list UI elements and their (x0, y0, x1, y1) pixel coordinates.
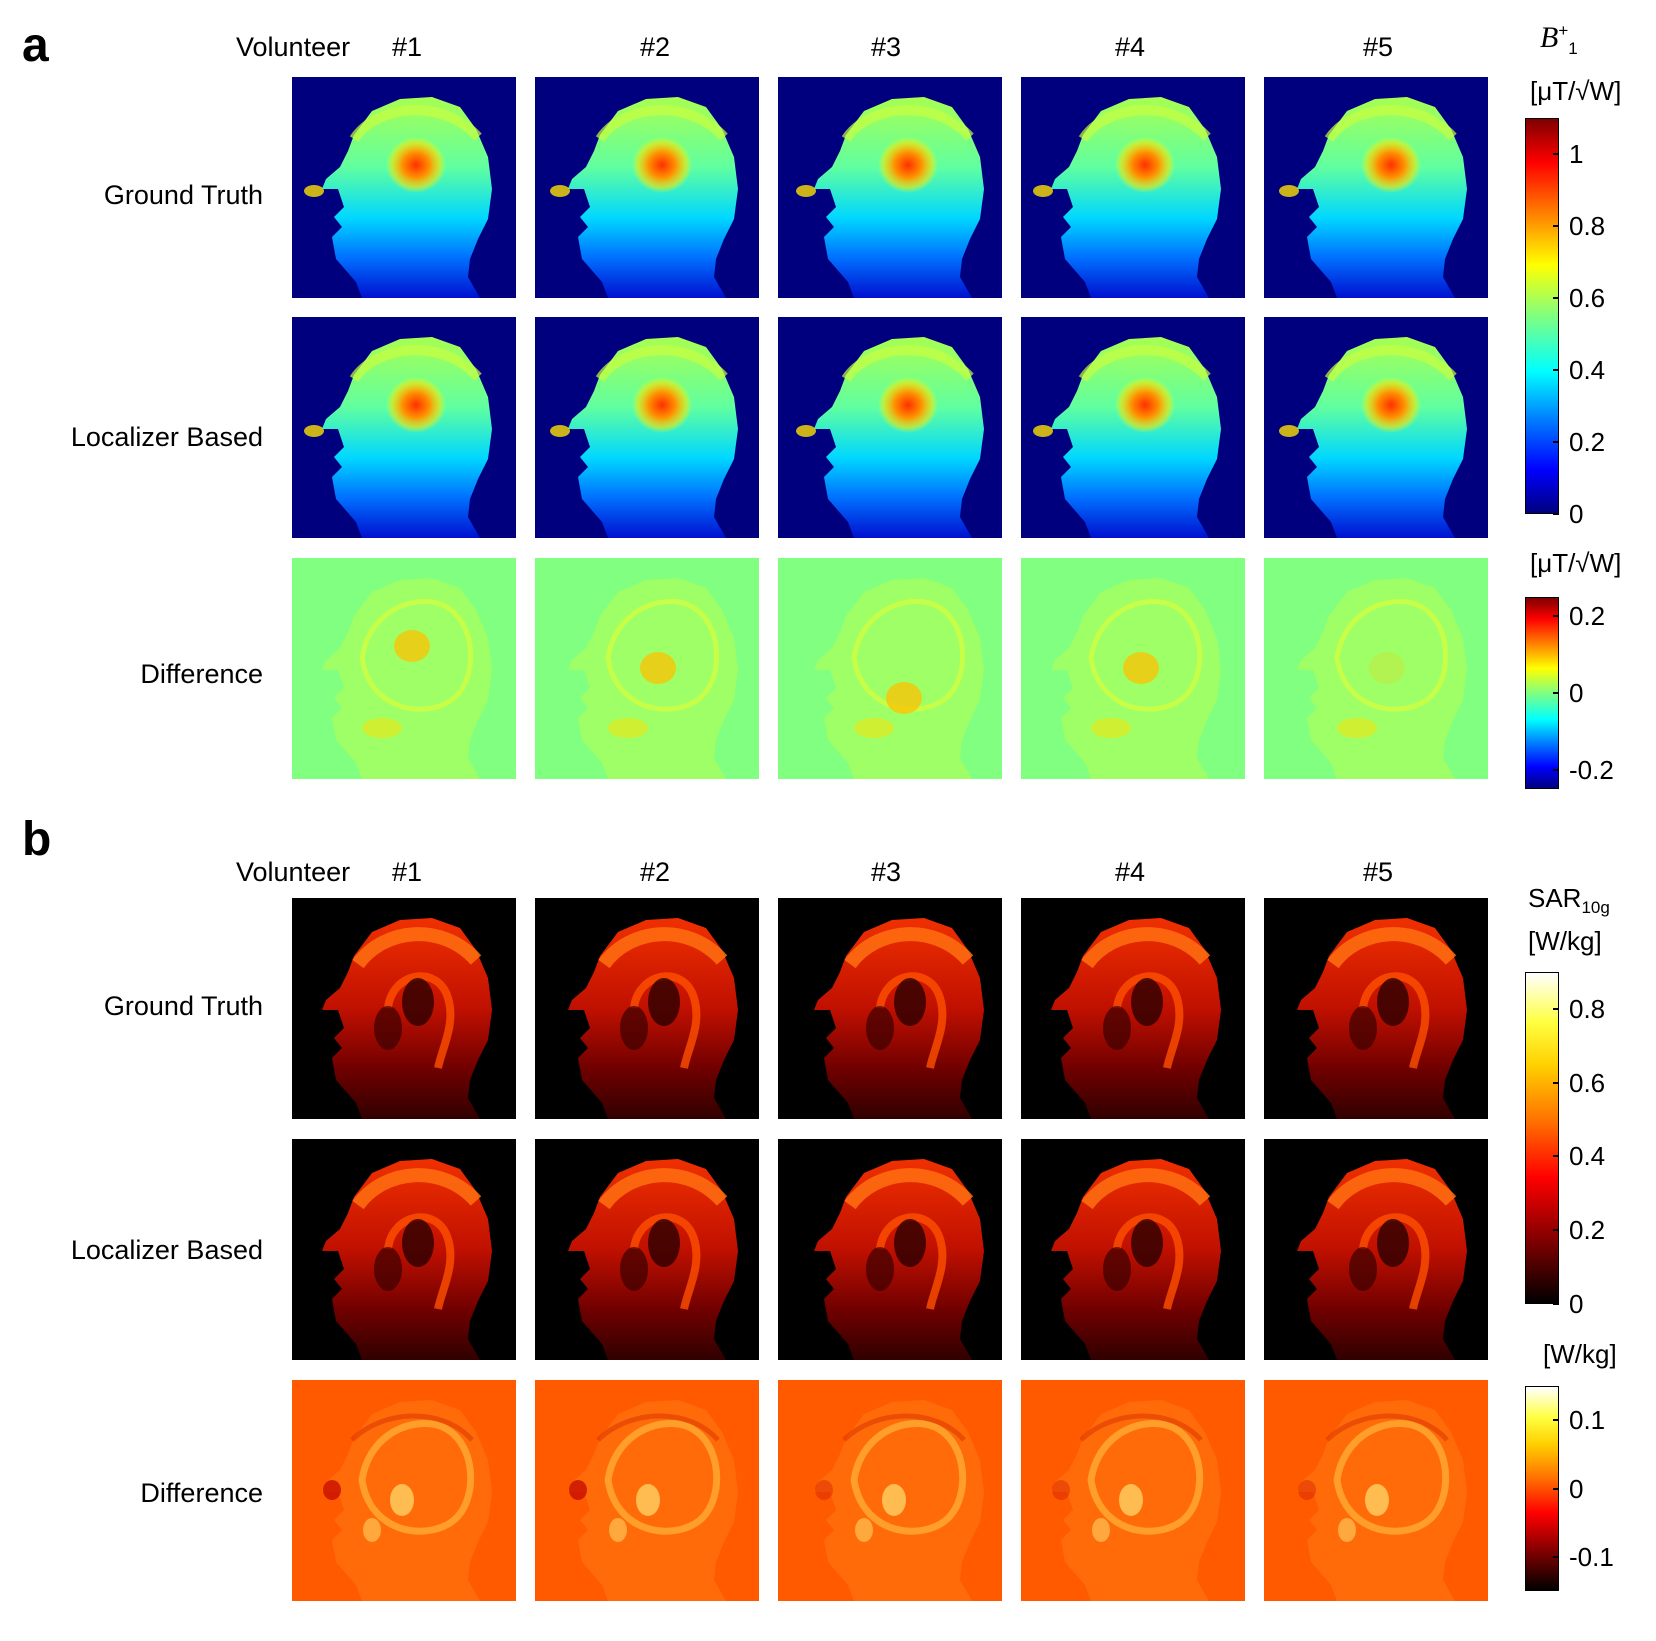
panel-a-row-ground-truth: Ground Truth (103, 180, 263, 210)
sar-ground-truth-volunteer-2-map (535, 898, 759, 1119)
panel-a-diff-colorbar-tick-label: 0 (1569, 678, 1584, 708)
panel-b-colorbar-tick-label: 0.6 (1569, 1067, 1606, 1098)
b1-ground-truth-volunteer-1-map (292, 77, 516, 298)
sar-difference-volunteer-5-map (1264, 1380, 1488, 1601)
panel-a-colorbar-tick-label: 0.4 (1569, 355, 1606, 385)
panel-a-diff-colorbar-tick-mark (1553, 768, 1559, 771)
panel-b-colorbar-main (1525, 972, 1559, 1304)
panel-a-diff-colorbar-tick-mark (1553, 615, 1559, 618)
panel-a-diff-colorbar-tick-label: 0.2 (1569, 601, 1606, 632)
b1-localizer-based-volunteer-3-map (778, 317, 1002, 538)
panel-b-colorbar-tick-label: 0.2 (1569, 1215, 1606, 1246)
panel-a-volunteer-1: #1 (392, 32, 423, 62)
b1-localizer-based-volunteer-2-map (535, 317, 759, 538)
sar-difference-volunteer-1-map (292, 1380, 516, 1601)
b1-difference-volunteer-5-map (1264, 558, 1488, 779)
panel-a-colorbar-tick-mark (1553, 153, 1559, 155)
b1-difference-volunteer-3-map (778, 558, 1002, 779)
panel-b-volunteer-4: #4 (1115, 857, 1146, 887)
sar-ground-truth-volunteer-1-map (292, 898, 516, 1119)
panel-b-row-localizer-based: Localizer Based (70, 1235, 263, 1265)
sar-ground-truth-volunteer-5-map (1264, 898, 1488, 1119)
panel-b-diff-colorbar-tick-label: -0.1 (1569, 1541, 1614, 1572)
panel-a-diff-colorbar-unit: [μT/√W] (1530, 548, 1622, 578)
panel-a-diff-colorbar-tick-label: -0.2 (1569, 754, 1614, 785)
panel-b-colorbar-tick-label: 0 (1569, 1289, 1584, 1319)
panel-a-colorbar-tick-mark (1553, 225, 1559, 227)
b1-localizer-based-volunteer-4-map (1021, 317, 1245, 538)
b1-localizer-based-volunteer-5-map (1264, 317, 1488, 538)
sar-localizer-based-volunteer-5-map (1264, 1139, 1488, 1360)
sar-difference-volunteer-4-map (1021, 1380, 1245, 1601)
panel-a-colorbar-tick-mark (1553, 513, 1559, 515)
panel-b-diff-colorbar-tick-label: 0 (1569, 1473, 1584, 1504)
panel-a-row-difference: Difference (140, 659, 263, 689)
panel-b-letter: b (22, 813, 52, 866)
panel-b-diff-colorbar-tick-label: 0.1 (1569, 1405, 1606, 1436)
sar-localizer-based-volunteer-1-map (292, 1139, 516, 1360)
panel-b-row-difference: Difference (140, 1478, 263, 1508)
panel-a-letter: a (22, 19, 49, 72)
panel-a-colorbar-main (1525, 118, 1559, 514)
b1-localizer-based-volunteer-1-map (292, 317, 516, 538)
sar-difference-volunteer-3-map (778, 1380, 1002, 1601)
b1-ground-truth-volunteer-4-map (1021, 77, 1245, 298)
b1-difference-volunteer-2-map (535, 558, 759, 779)
panel-b-row-ground-truth: Ground Truth (103, 991, 263, 1021)
panel-a-colorbar-tick-label: 0 (1569, 499, 1584, 529)
b1-difference-volunteer-4-map (1021, 558, 1245, 779)
panel-a-diff-colorbar-tick-mark (1553, 692, 1559, 694)
panel-a-volunteer-3: #3 (871, 32, 902, 62)
panel-a-colorbar-tick-label: 0.6 (1569, 283, 1606, 313)
panel-a-colorbar-unit: [μT/√W] (1530, 76, 1622, 106)
panel-b-colorbar-tick-mark (1553, 1155, 1559, 1158)
sar-localizer-based-volunteer-3-map (778, 1139, 1002, 1360)
panel-b-colorbar-tick-label: 0.8 (1569, 993, 1606, 1024)
panel-a-volunteer-label: Volunteer (236, 32, 351, 62)
panel-a-colorbar-tick-mark (1553, 297, 1559, 299)
panel-b-colorbar-tick-mark (1553, 1303, 1559, 1305)
panel-a-row-localizer-based: Localizer Based (70, 422, 263, 452)
panel-b-volunteer-label: Volunteer (236, 857, 351, 887)
panel-b-diff-colorbar-tick-mark (1553, 1487, 1559, 1490)
b1-ground-truth-volunteer-2-map (535, 77, 759, 298)
panel-b-volunteer-5: #5 (1363, 857, 1394, 887)
b1-ground-truth-volunteer-3-map (778, 77, 1002, 298)
panel-b-diff-colorbar-tick-mark (1553, 1555, 1559, 1558)
sar-ground-truth-volunteer-4-map (1021, 898, 1245, 1119)
panel-b-colorbar-tick-label: 0.4 (1569, 1141, 1606, 1172)
panel-b-colorbar-tick-mark (1553, 1007, 1559, 1010)
panel-a-colorbar-tick-label: 0.8 (1569, 211, 1606, 241)
b1-difference-volunteer-1-map (292, 558, 516, 779)
panel-b-volunteer-1: #1 (392, 857, 423, 887)
panel-b-colorbar-tick-mark (1553, 1081, 1559, 1084)
panel-b-colorbar-symbol: SAR10g (1528, 883, 1610, 918)
panel-a-volunteer-4: #4 (1115, 32, 1146, 62)
panel-a-volunteer-2: #2 (640, 32, 671, 62)
panel-a-colorbar-tick-label: 1 (1569, 139, 1584, 169)
panel-a-volunteer-5: #5 (1363, 32, 1394, 62)
panel-b-volunteer-3: #3 (871, 857, 902, 887)
b1-ground-truth-volunteer-5-map (1264, 77, 1488, 298)
panel-b-volunteer-2: #2 (640, 857, 671, 887)
panel-a-colorbar-tick-mark (1553, 441, 1559, 443)
panel-b-colorbar-unit: [W/kg] (1528, 926, 1602, 956)
sar-localizer-based-volunteer-4-map (1021, 1139, 1245, 1360)
sar-difference-volunteer-2-map (535, 1380, 759, 1601)
panel-a-colorbar-tick-mark (1553, 369, 1559, 371)
panel-b-diff-colorbar-tick-mark (1553, 1419, 1559, 1422)
panel-b-diff-colorbar-unit: [W/kg] (1543, 1339, 1617, 1369)
panel-a-colorbar-tick-label: 0.2 (1569, 427, 1606, 457)
panel-a-colorbar-symbol: B+1 (1540, 21, 1578, 58)
panel-b-colorbar-tick-mark (1553, 1229, 1559, 1232)
sar-ground-truth-volunteer-3-map (778, 898, 1002, 1119)
sar-localizer-based-volunteer-2-map (535, 1139, 759, 1360)
